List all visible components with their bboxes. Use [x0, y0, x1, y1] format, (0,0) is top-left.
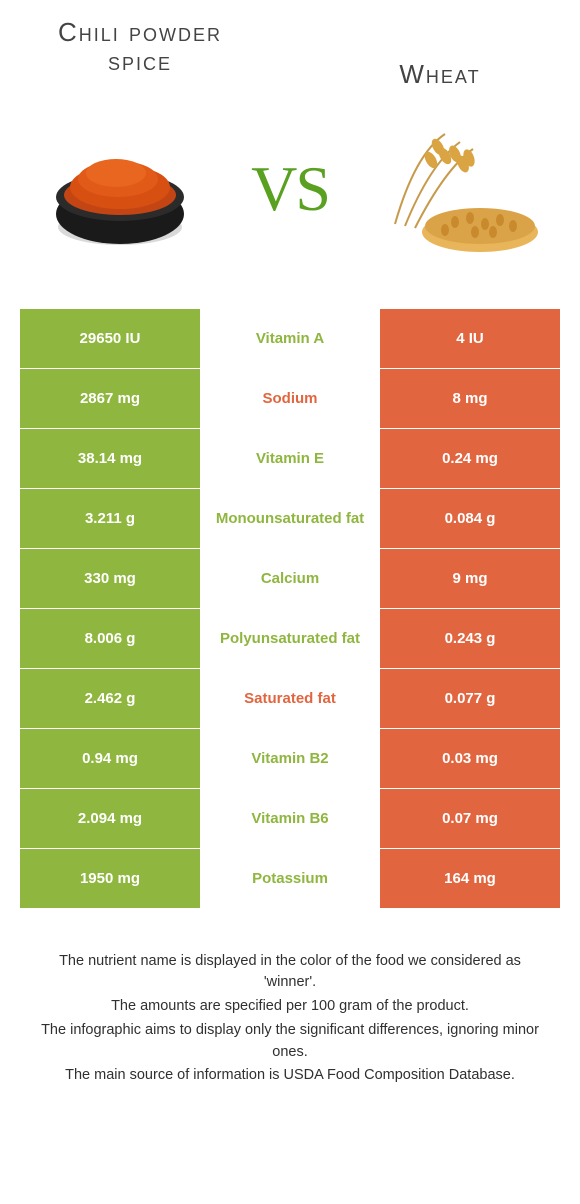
footer-line: The main source of information is USDA F… — [32, 1065, 548, 1087]
right-value: 8 mg — [380, 369, 560, 428]
nutrient-label: Vitamin A — [200, 309, 380, 368]
table-row: 330 mgCalcium9 mg — [20, 549, 560, 609]
table-row: 8.006 gPolyunsaturated fat0.243 g — [20, 609, 560, 669]
right-value: 0.24 mg — [380, 429, 560, 488]
nutrient-label: Vitamin B6 — [200, 789, 380, 848]
right-value: 4 IU — [380, 309, 560, 368]
left-value: 29650 IU — [20, 309, 200, 368]
footer-line: The nutrient name is displayed in the co… — [32, 951, 548, 995]
right-value: 0.077 g — [380, 669, 560, 728]
vs-label: VS — [251, 152, 329, 226]
left-value: 2.462 g — [20, 669, 200, 728]
header: Chili powder spice Wheat — [0, 0, 580, 89]
left-value: 8.006 g — [20, 609, 200, 668]
table-row: 29650 IUVitamin A4 IU — [20, 309, 560, 369]
nutrient-label: Monounsaturated fat — [200, 489, 380, 548]
left-food-title: Chili powder spice — [40, 18, 240, 75]
images-row: VS — [0, 89, 580, 279]
wheat-icon — [370, 109, 550, 269]
nutrient-label: Polyunsaturated fat — [200, 609, 380, 668]
comparison-table: 29650 IUVitamin A4 IU2867 mgSodium8 mg38… — [20, 309, 560, 909]
footer-notes: The nutrient name is displayed in the co… — [32, 951, 548, 1088]
left-value: 3.211 g — [20, 489, 200, 548]
chili-powder-icon — [30, 109, 210, 269]
table-row: 0.94 mgVitamin B20.03 mg — [20, 729, 560, 789]
right-value: 9 mg — [380, 549, 560, 608]
nutrient-label: Vitamin B2 — [200, 729, 380, 788]
right-value: 0.07 mg — [380, 789, 560, 848]
right-value: 0.03 mg — [380, 729, 560, 788]
left-value: 38.14 mg — [20, 429, 200, 488]
right-value: 0.084 g — [380, 489, 560, 548]
left-value: 330 mg — [20, 549, 200, 608]
table-row: 2.462 gSaturated fat0.077 g — [20, 669, 560, 729]
right-value: 0.243 g — [380, 609, 560, 668]
left-value: 0.94 mg — [20, 729, 200, 788]
left-value: 2.094 mg — [20, 789, 200, 848]
nutrient-label: Saturated fat — [200, 669, 380, 728]
table-row: 1950 mgPotassium164 mg — [20, 849, 560, 909]
nutrient-label: Calcium — [200, 549, 380, 608]
table-row: 38.14 mgVitamin E0.24 mg — [20, 429, 560, 489]
right-value: 164 mg — [380, 849, 560, 908]
right-food-title: Wheat — [340, 60, 540, 89]
left-value: 1950 mg — [20, 849, 200, 908]
left-value: 2867 mg — [20, 369, 200, 428]
nutrient-label: Potassium — [200, 849, 380, 908]
footer-line: The amounts are specified per 100 gram o… — [32, 996, 548, 1018]
table-row: 2.094 mgVitamin B60.07 mg — [20, 789, 560, 849]
nutrient-label: Vitamin E — [200, 429, 380, 488]
footer-line: The infographic aims to display only the… — [32, 1020, 548, 1064]
table-row: 2867 mgSodium8 mg — [20, 369, 560, 429]
nutrient-label: Sodium — [200, 369, 380, 428]
table-row: 3.211 gMonounsaturated fat0.084 g — [20, 489, 560, 549]
